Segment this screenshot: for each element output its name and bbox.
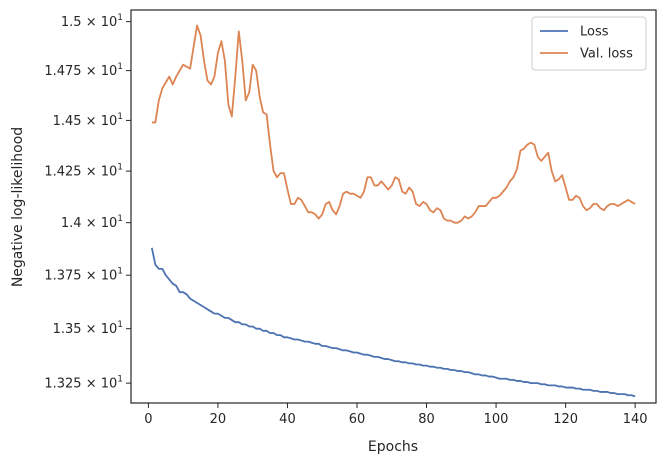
y-tick-label: 1.45 × 101 [53,112,123,129]
legend-label-loss: Loss [580,25,609,40]
x-axis: 0 20 40 60 80 100 120 140 [144,403,648,427]
x-tick-label: 140 [623,412,648,427]
legend-label-val-loss: Val. loss [580,47,633,62]
legend: Loss Val. loss [531,16,647,71]
series-layer [150,24,636,398]
y-tick-label: 1.4 × 101 [61,214,123,231]
y-tick-label: 1.35 × 101 [53,320,123,337]
y-axis-label: Negative log-likelihood [10,127,26,287]
y-tick-label: 1.5 × 101 [61,13,123,30]
x-tick-label: 0 [144,412,152,427]
series-line-loss [150,247,636,398]
y-tick-label: 1.325 × 101 [44,375,123,392]
x-tick-label: 40 [279,412,296,427]
x-axis-label: Epochs [368,439,418,455]
y-axis: 1.325 × 101 1.35 × 101 1.375 × 101 1.4 × 10… [44,13,131,392]
x-tick-label: 120 [553,412,578,427]
plot-area [130,9,657,404]
x-tick-label: 100 [484,412,509,427]
x-tick-label: 20 [210,412,227,427]
y-tick-label: 1.425 × 101 [44,163,123,180]
y-tick-label: 1.375 × 101 [44,267,123,284]
y-tick-label: 1.475 × 101 [44,62,123,79]
series-line-val-loss [151,24,636,224]
x-tick-label: 60 [349,412,366,427]
x-tick-label: 80 [418,412,435,427]
